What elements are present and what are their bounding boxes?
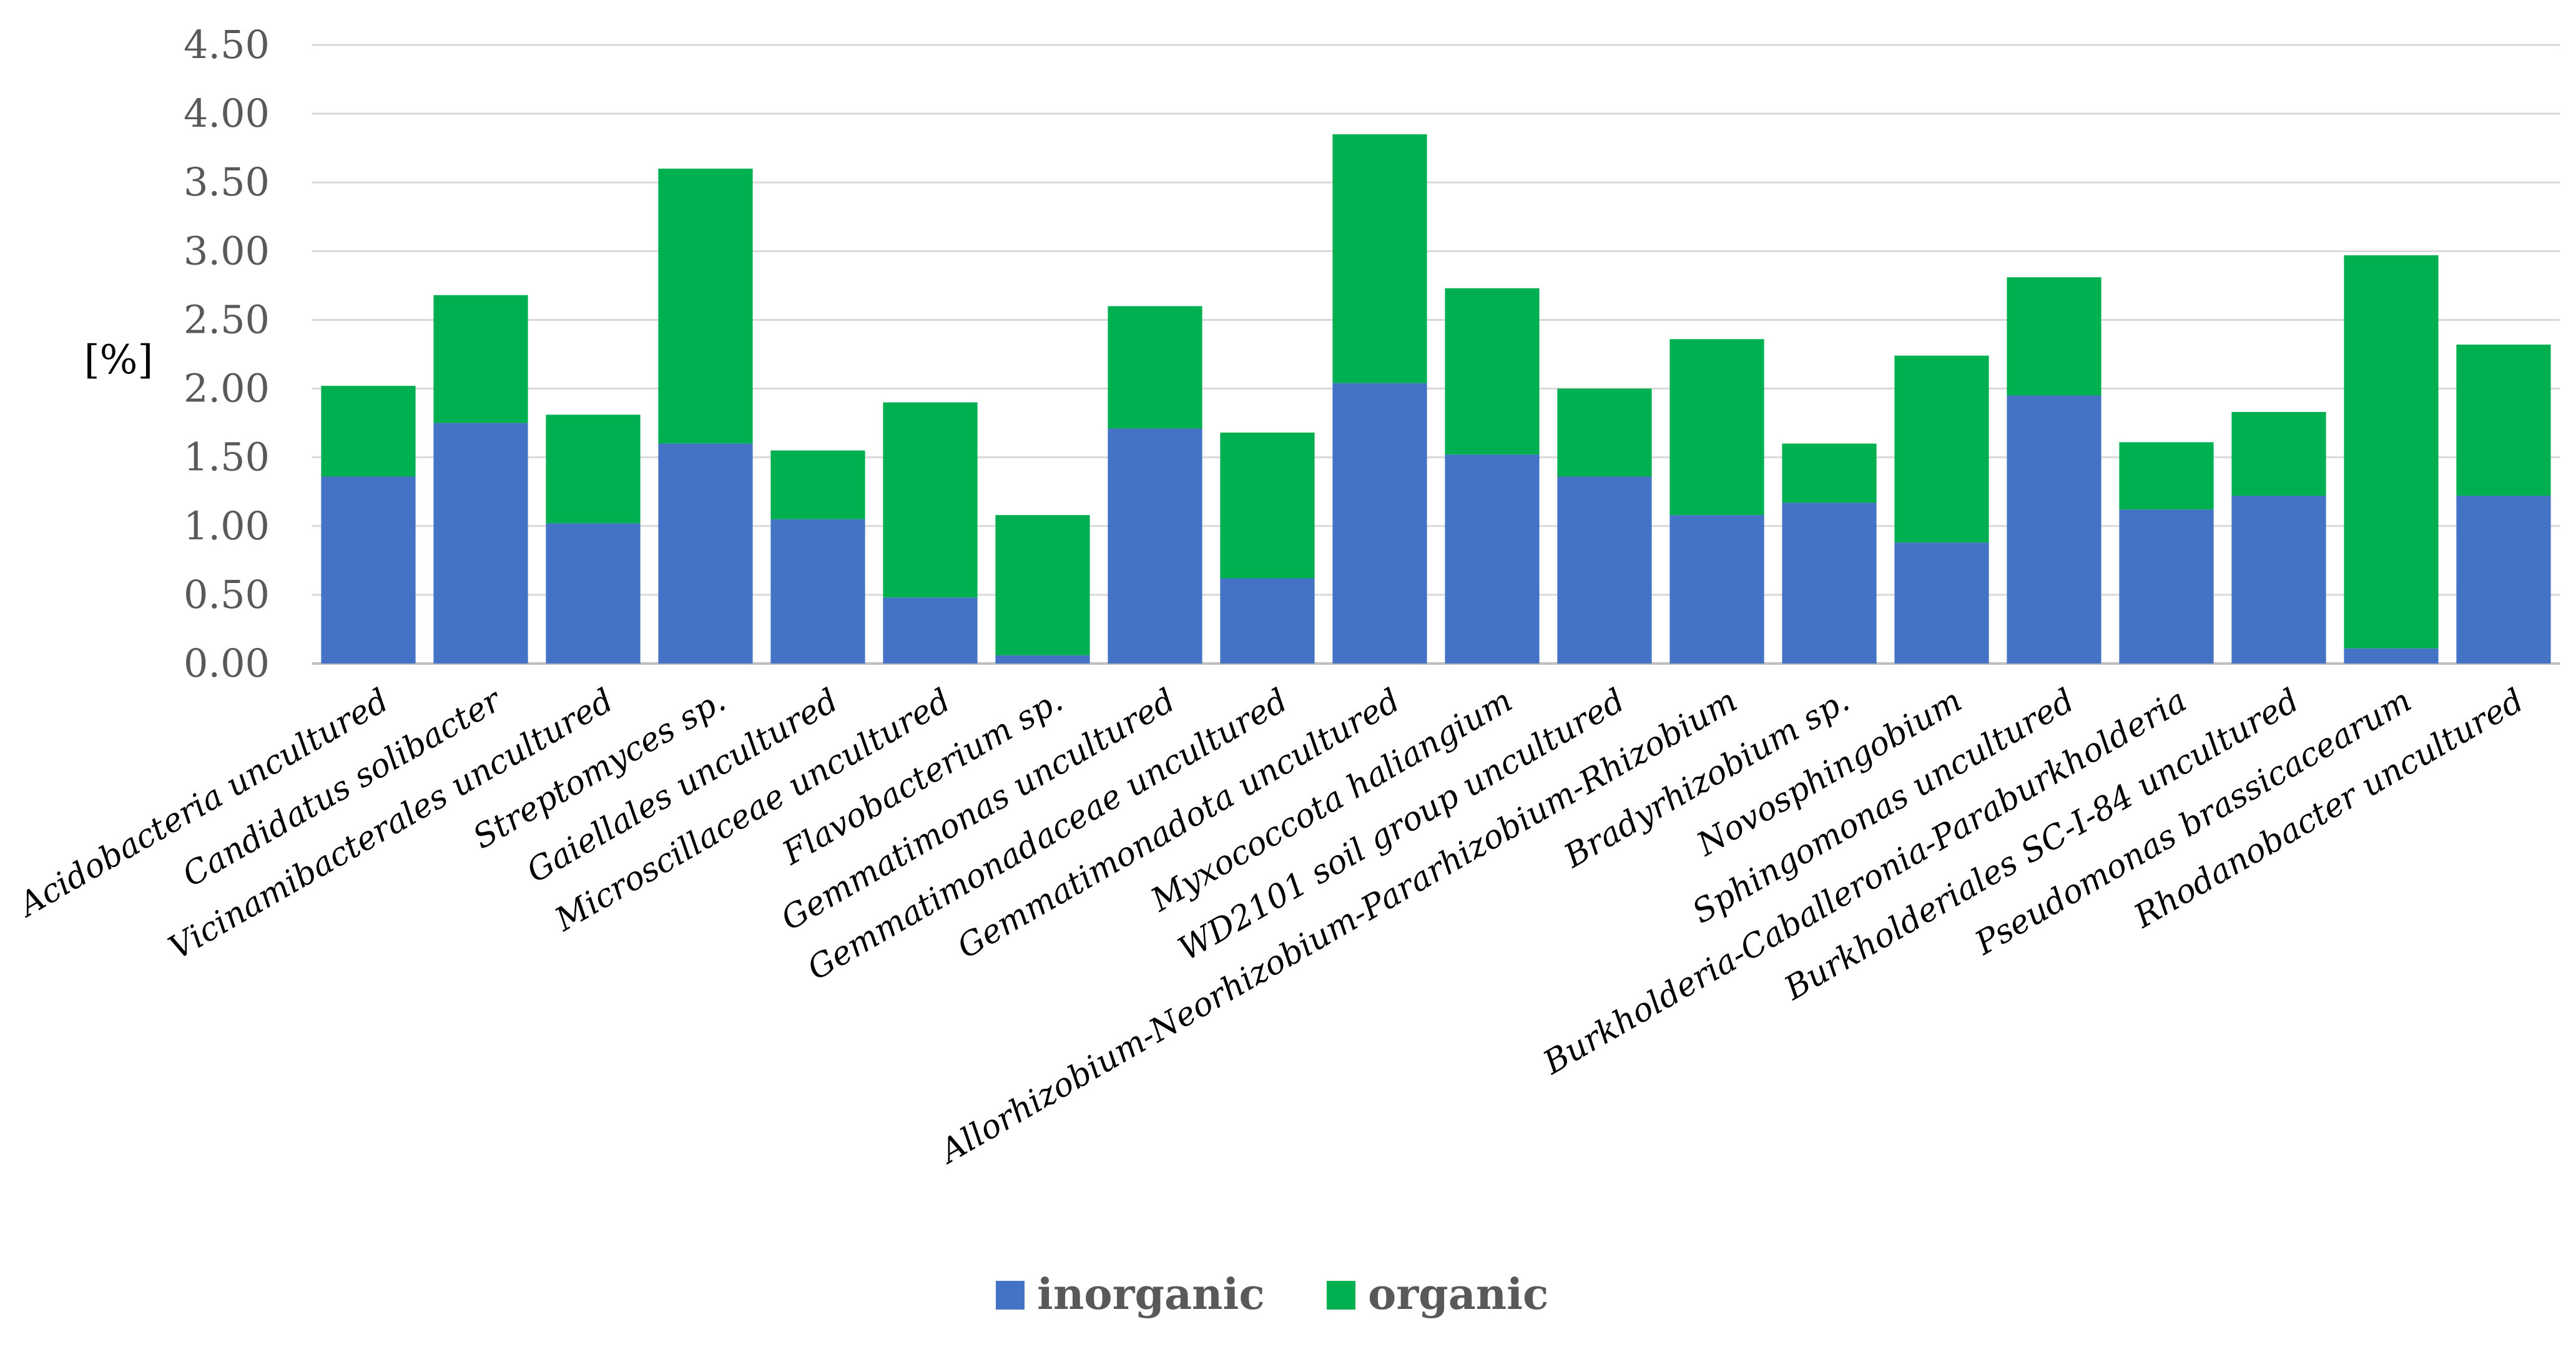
gridlines [312, 44, 2560, 665]
bar-organic [1332, 134, 1427, 383]
bar-inorganic [658, 443, 753, 664]
bar-inorganic [2007, 395, 2102, 664]
bar-inorganic [2344, 648, 2439, 664]
bar-inorganic [1557, 476, 1652, 664]
bar-organic [658, 169, 753, 444]
y-tick-label: 3.50 [184, 159, 270, 205]
bar-organic [1557, 388, 1652, 477]
bar-organic [1894, 355, 1989, 543]
bar-organic [321, 386, 416, 477]
bar-inorganic [1782, 502, 1877, 664]
bar-inorganic [883, 597, 978, 664]
bar-inorganic [770, 519, 865, 664]
bar-organic [433, 295, 528, 423]
y-axis-title: [%] [84, 337, 154, 383]
y-tick-label: 3.00 [184, 228, 270, 273]
bar-organic [2119, 442, 2214, 510]
y-tick-label: 0.50 [184, 572, 270, 617]
y-tick-label: 0.00 [184, 640, 270, 686]
legend-label-organic: organic [1368, 1270, 1548, 1320]
bar-organic [1108, 306, 1202, 429]
bar-inorganic [1445, 454, 1540, 664]
y-axis-tick-labels: 0.00 0.50 1.00 1.50 2.00 2.50 3.00 3.50 4.00 4.50 [184, 22, 270, 686]
bar-organic [1669, 339, 1764, 516]
legend-label-inorganic: inorganic [1037, 1270, 1265, 1320]
bar-inorganic [995, 655, 1090, 664]
bar-organic [1220, 433, 1315, 579]
bar-inorganic [1220, 578, 1315, 664]
legend-swatch-inorganic [996, 1281, 1025, 1310]
bar-inorganic [321, 476, 416, 664]
bar-organic [2231, 411, 2326, 496]
y-tick-label: 2.00 [184, 366, 270, 411]
bar-organic [770, 450, 865, 519]
bar-organic [1445, 288, 1540, 455]
x-category-label: Vicinamibacterales uncultured [163, 682, 620, 967]
y-tick-label: 1.00 [184, 503, 270, 549]
bar-inorganic [1669, 515, 1764, 664]
bar-inorganic [1332, 383, 1427, 664]
y-tick-label: 1.50 [184, 434, 270, 480]
bar-organic [995, 515, 1090, 655]
y-tick-label: 4.50 [184, 22, 270, 67]
bar-organic [2007, 277, 2102, 396]
y-tick-label: 2.50 [184, 296, 270, 342]
bar-organic [2344, 255, 2439, 649]
legend-swatch-organic [1327, 1281, 1355, 1310]
bar-organic [546, 414, 641, 524]
bar-inorganic [1894, 542, 1989, 664]
bar-inorganic [1108, 428, 1202, 664]
bar-organic [2456, 345, 2551, 496]
bar-organic [1782, 443, 1877, 503]
bar-inorganic [546, 523, 641, 664]
legend: inorganic organic [996, 1270, 1548, 1320]
bar-inorganic [2231, 496, 2326, 664]
bar-inorganic [2119, 509, 2214, 664]
bar-inorganic [2456, 496, 2551, 664]
bar-organic [883, 402, 978, 598]
y-tick-label: 4.00 [184, 91, 270, 136]
bars [321, 134, 2551, 664]
bar-inorganic [433, 423, 528, 664]
